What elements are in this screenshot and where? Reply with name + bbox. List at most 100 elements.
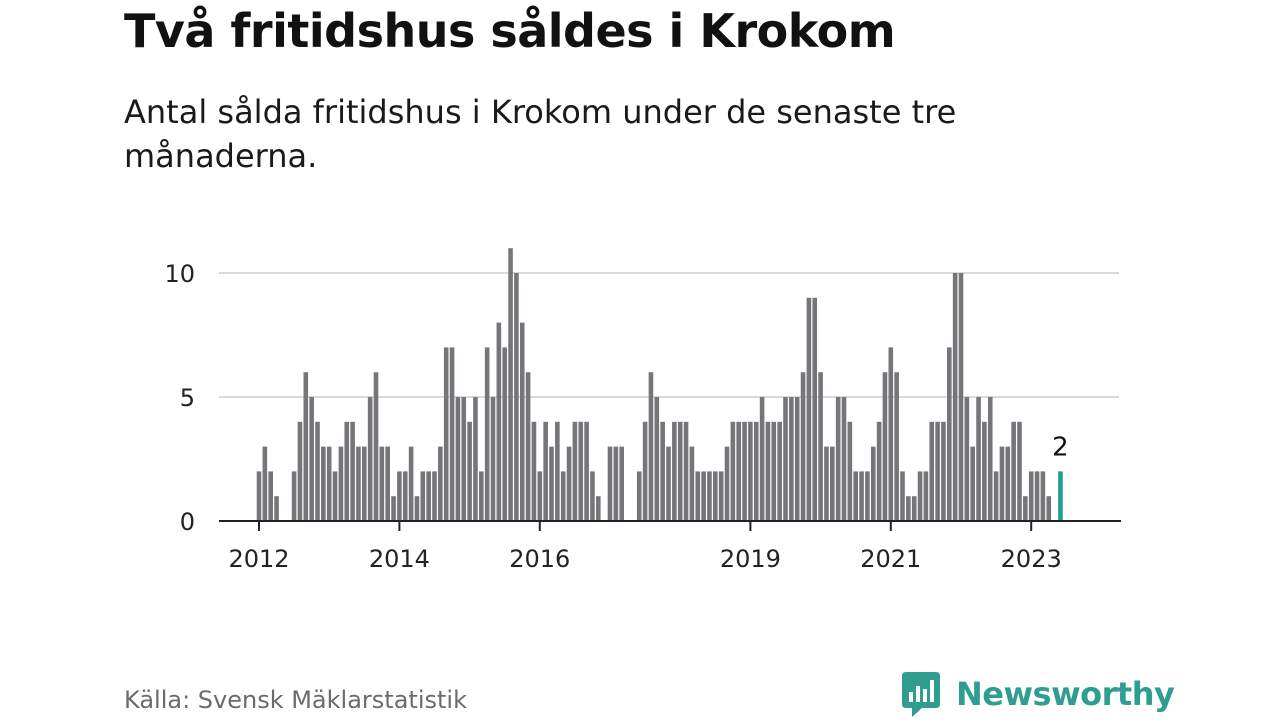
bar [730, 421, 736, 521]
bar [619, 446, 624, 521]
bar [783, 397, 788, 521]
bar [642, 421, 648, 521]
chart-subtitle: Antal sålda fritidshus i Krokom under de… [124, 93, 957, 175]
bar [748, 421, 753, 521]
brand-logo: Newsworthy [900, 670, 1175, 718]
bar [496, 322, 502, 521]
bar [607, 446, 613, 521]
bar [438, 446, 443, 521]
bar [976, 397, 981, 521]
bar [537, 471, 543, 521]
bar [724, 446, 730, 521]
bar [759, 397, 765, 521]
bar [835, 397, 841, 521]
bar [432, 471, 437, 521]
bar [326, 446, 332, 521]
source-note: Källa: Svensk Mäklarstatistik [124, 686, 467, 714]
bar [952, 273, 958, 521]
bar [408, 446, 414, 521]
bar [870, 446, 876, 521]
bar [274, 496, 279, 521]
bar [906, 496, 911, 521]
highlight-bar [1058, 471, 1063, 521]
bar [391, 496, 396, 521]
bar [1028, 471, 1034, 521]
bar [824, 446, 829, 521]
y-tick-label: 0 [180, 508, 195, 536]
bar [414, 496, 420, 521]
highlight-value-label: 2 [1052, 432, 1069, 462]
bar [455, 397, 461, 521]
bar [964, 397, 970, 521]
bar [695, 471, 701, 521]
bar [332, 471, 338, 521]
bar [473, 397, 478, 521]
bar [420, 471, 426, 521]
bar [677, 421, 683, 521]
bar [356, 446, 361, 521]
x-tick-label: 2021 [860, 545, 921, 573]
bar [490, 397, 496, 521]
bar [596, 496, 601, 521]
bar [993, 471, 999, 521]
bar [402, 471, 408, 521]
bar [794, 397, 800, 521]
x-tick-label: 2023 [1001, 545, 1062, 573]
bar [502, 347, 507, 521]
bar [449, 347, 455, 521]
bar [789, 397, 794, 521]
x-tick-label: 2012 [228, 545, 289, 573]
bar [1023, 496, 1028, 521]
bar [970, 446, 975, 521]
bar [584, 421, 589, 521]
bar [256, 471, 262, 521]
x-tick-label: 2019 [720, 545, 781, 573]
bar [1034, 471, 1040, 521]
bar [672, 421, 677, 521]
bar-chart-speech-bubble-icon [902, 672, 940, 717]
bar [268, 471, 273, 521]
bar [479, 471, 484, 521]
bar [338, 446, 344, 521]
bar [666, 446, 671, 521]
bar [508, 248, 513, 521]
bar [648, 372, 654, 521]
bar [865, 471, 870, 521]
bar [929, 421, 935, 521]
axes [219, 520, 1121, 531]
chart-title: Två fritidshus såldes i Krokom [124, 4, 896, 58]
bar [812, 297, 818, 521]
bar [917, 471, 923, 521]
bar [987, 397, 993, 521]
brand-name: Newsworthy [956, 675, 1175, 713]
bar [1017, 421, 1022, 521]
bar [771, 421, 777, 521]
bar [613, 446, 619, 521]
bar [514, 273, 519, 521]
x-tick-label: 2014 [369, 545, 430, 573]
bar [519, 322, 525, 521]
bar [859, 471, 864, 521]
bar [560, 471, 566, 521]
bar [484, 347, 490, 521]
bar [321, 446, 326, 521]
bar [543, 421, 548, 521]
bars [256, 248, 1063, 521]
bar [941, 421, 946, 521]
labels: 0 5 10 2012 2014 2016 2019 2021 2023 2 [164, 260, 1068, 573]
bar [1005, 446, 1011, 521]
bar [385, 446, 390, 521]
bar [830, 446, 835, 521]
bar [894, 372, 899, 521]
bar [461, 397, 467, 521]
bar [350, 421, 355, 521]
bar [549, 446, 554, 521]
bar [344, 421, 350, 521]
bar [742, 421, 747, 521]
bar [397, 471, 402, 521]
bar [367, 397, 373, 521]
bar [853, 471, 858, 521]
bar [947, 347, 952, 521]
bar [262, 446, 268, 521]
bar [1011, 421, 1016, 521]
